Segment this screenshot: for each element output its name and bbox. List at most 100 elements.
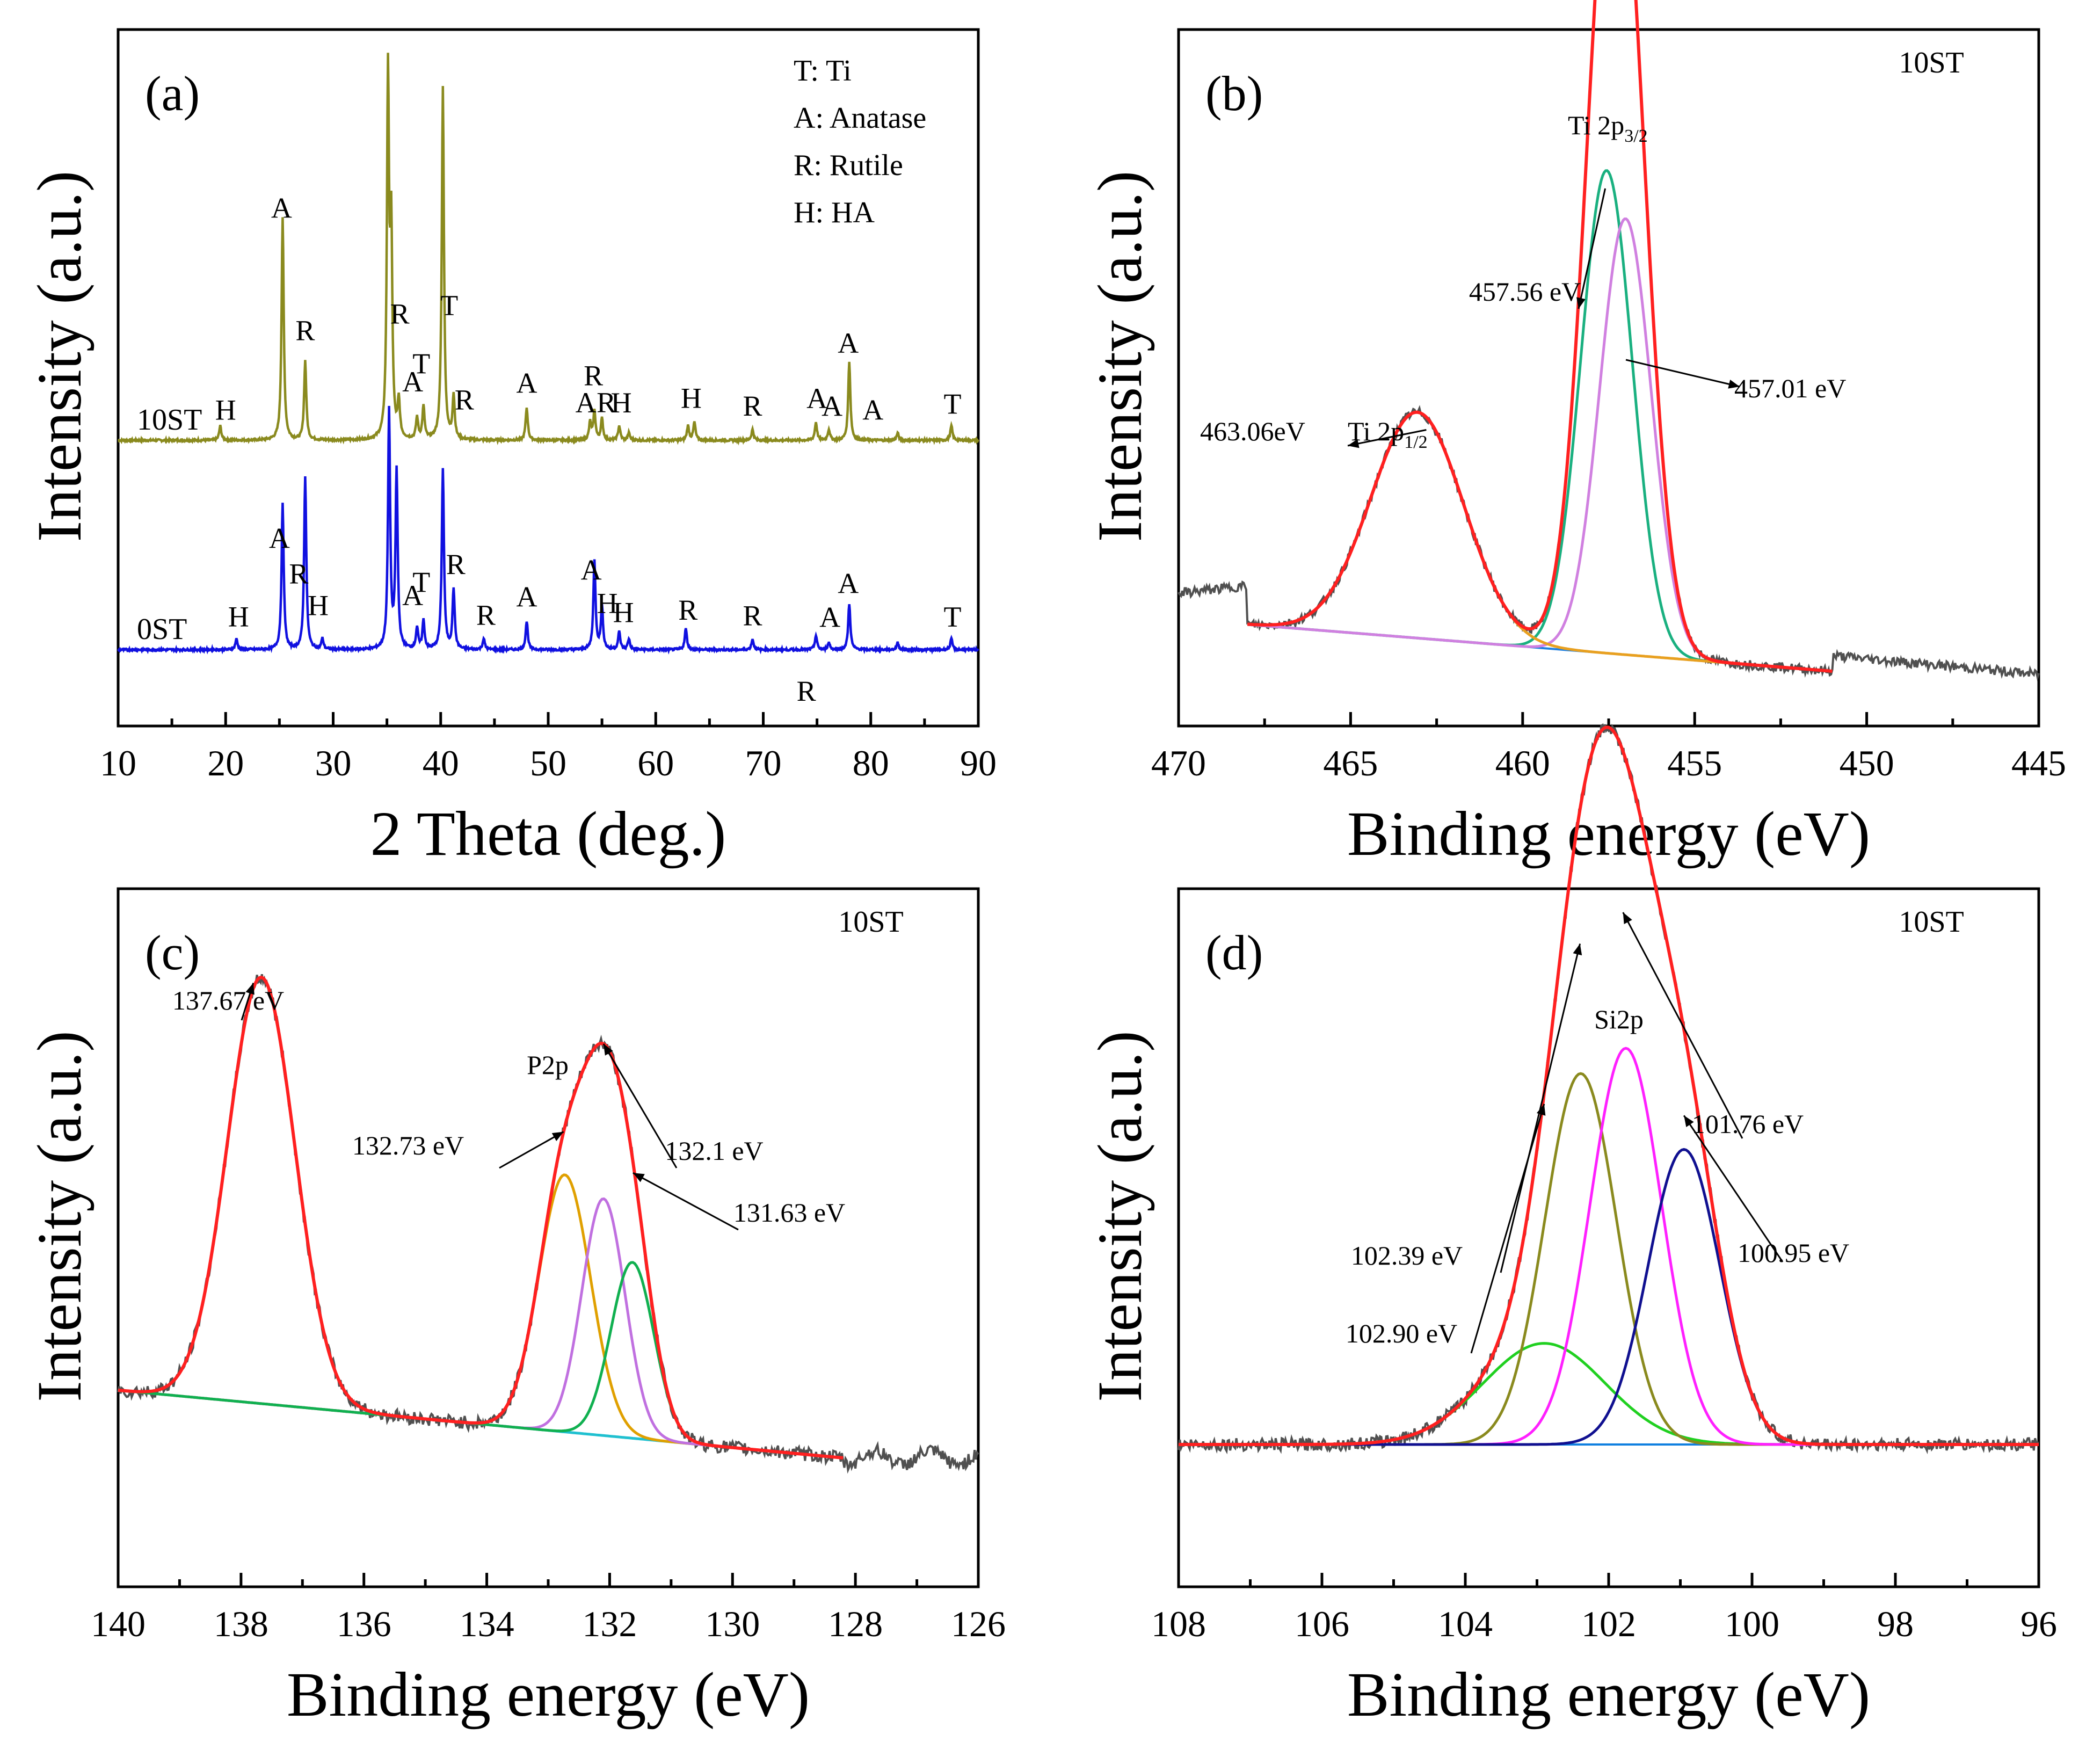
a-series-0ST bbox=[117, 405, 979, 655]
b-x-tick-label: 455 bbox=[1667, 743, 1722, 783]
c-sample-label: 10ST bbox=[838, 905, 903, 939]
a-peak-label: R bbox=[455, 383, 474, 416]
d-x-tick-label: 108 bbox=[1151, 1603, 1206, 1644]
a-x-axis-title: 2 Theta (deg.) bbox=[370, 798, 726, 869]
c-annotation-arrowhead bbox=[245, 983, 255, 995]
c-y-axis-title: Intensity (a.u.) bbox=[24, 1030, 95, 1402]
c-component-2 bbox=[118, 1197, 844, 1460]
d-y-axis-title: Intensity (a.u.) bbox=[1085, 1030, 1155, 1402]
a-x-tick-label: 80 bbox=[853, 743, 889, 783]
b-annotation-arrow bbox=[1347, 429, 1427, 447]
panel-c-p2p: 140 138 136 134 132 130 128 126 Binding energy (… bbox=[24, 887, 1006, 1730]
a-peak-label: H bbox=[681, 382, 702, 414]
a-peak-label: H bbox=[613, 596, 634, 628]
d-annotation-arrowhead bbox=[1684, 1115, 1694, 1127]
a-y-axis-title: Intensity (a.u.) bbox=[24, 171, 95, 542]
a-peak-label: H bbox=[597, 587, 618, 620]
a-peak-label: H bbox=[215, 394, 236, 426]
d-plot-frame bbox=[1177, 887, 2040, 1588]
d-annotation-arrow bbox=[1500, 943, 1581, 1273]
d-annotation-arrow bbox=[1622, 912, 1743, 1139]
a-peak-label: A bbox=[822, 390, 842, 423]
a-legend-entry: A: Anatase bbox=[794, 101, 926, 135]
c-panel-label: (c) bbox=[145, 925, 200, 980]
d-panel-label: (d) bbox=[1205, 925, 1263, 980]
b-peak-label-ti2p32: Ti 2p3/2 bbox=[1568, 110, 1648, 146]
c-annotation-arrowhead bbox=[603, 1043, 613, 1056]
d-core-level-title: Si2p bbox=[1594, 1004, 1644, 1034]
b-peak-annotation: 463.06eV bbox=[1200, 416, 1305, 446]
d-x-tick-label: 102 bbox=[1581, 1603, 1636, 1644]
a-peak-label: T bbox=[412, 566, 430, 598]
a-peak-label: T bbox=[943, 600, 961, 633]
d-peak-annotation: 102.39 eV bbox=[1351, 1240, 1463, 1271]
c-component-3 bbox=[118, 1261, 844, 1460]
a-peak-label: R bbox=[289, 558, 308, 590]
c-x-tick-label: 130 bbox=[705, 1603, 760, 1644]
b-annotation-arrowhead bbox=[1728, 380, 1740, 389]
a-series-label-0ST: 0ST bbox=[137, 613, 187, 646]
a-peak-label: A bbox=[838, 567, 859, 599]
d-peak-annotation: 101.76 eV bbox=[1692, 1109, 1804, 1139]
b-x-tick-label: 460 bbox=[1495, 743, 1550, 783]
c-x-tick-label: 132 bbox=[582, 1603, 637, 1644]
panel-a-xrd: 10 20 30 40 50 60 70 80 90 2 Theta (deg.) Intensit… bbox=[24, 28, 997, 869]
b-x-tick-label: 470 bbox=[1151, 743, 1206, 783]
c-annotation-arrowhead bbox=[551, 1131, 564, 1141]
b-annotation-arrowhead bbox=[1576, 297, 1586, 309]
a-peak-label: H bbox=[611, 387, 632, 419]
panel-b-ti2p: 470 465 460 455 450 445 Binding energy (eV) Int… bbox=[1085, 0, 2066, 869]
b-panel-label: (b) bbox=[1205, 66, 1263, 121]
b-component-0 bbox=[1247, 169, 1833, 673]
a-peak-label: H bbox=[308, 589, 329, 621]
a-x-tick-label: 60 bbox=[637, 743, 674, 783]
a-peak-label: T bbox=[440, 289, 458, 322]
a-panel-label: (a) bbox=[145, 66, 200, 121]
c-x-tick-label: 128 bbox=[828, 1603, 883, 1644]
c-x-tick-label: 126 bbox=[951, 1603, 1006, 1644]
a-series-10ST bbox=[118, 53, 979, 446]
d-x-tick-label: 100 bbox=[1725, 1603, 1779, 1644]
a-peak-label: A bbox=[269, 522, 290, 555]
d-annotation-arrow bbox=[1683, 1115, 1784, 1262]
d-peak-annotation: 102.90 eV bbox=[1346, 1318, 1457, 1348]
d-x-tick-label: 98 bbox=[1877, 1603, 1914, 1644]
b-x-axis: 470 465 460 455 450 445 bbox=[1151, 712, 2066, 783]
a-x-tick-label: 30 bbox=[315, 743, 352, 783]
a-peak-label: R bbox=[584, 360, 603, 392]
c-x-tick-label: 138 bbox=[214, 1603, 268, 1644]
a-legend-entry: T: Ti bbox=[794, 54, 852, 88]
d-component-1 bbox=[1179, 1072, 2039, 1446]
b-x-tick-label: 445 bbox=[2011, 743, 2066, 783]
a-peak-label: A bbox=[271, 192, 292, 224]
a-peak-label: A bbox=[862, 394, 883, 426]
a-peak-label: H bbox=[228, 600, 249, 633]
a-x-tick-label: 40 bbox=[423, 743, 459, 783]
d-annotation-arrowhead bbox=[1623, 912, 1632, 924]
c-fit-envelope bbox=[118, 976, 844, 1460]
d-component-3 bbox=[1179, 1148, 2039, 1446]
d-annotation-arrowhead bbox=[1573, 943, 1582, 956]
a-legend: T: Ti A: Anatase R: Rutile H: HA bbox=[794, 54, 926, 229]
a-peak-label: T bbox=[943, 388, 961, 420]
c-x-tick-label: 140 bbox=[91, 1603, 146, 1644]
d-peak-annotation: 100.95 eV bbox=[1738, 1238, 1849, 1268]
a-peak-label: R bbox=[678, 594, 697, 626]
c-annotation-arrowhead bbox=[633, 1173, 645, 1182]
b-peak-annotation: 457.01 eV bbox=[1734, 373, 1846, 403]
b-fit-envelope bbox=[1247, 0, 1833, 673]
c-peak-annotation: 132.73 eV bbox=[352, 1130, 464, 1160]
c-x-tick-label: 136 bbox=[337, 1603, 391, 1644]
b-peak-label-sub: 1/2 bbox=[1404, 432, 1427, 452]
a-x-axis: 10 20 30 40 50 60 70 80 90 bbox=[100, 712, 997, 783]
b-x-axis-title: Binding energy (eV) bbox=[1347, 798, 1870, 869]
d-x-tick-label: 96 bbox=[2020, 1603, 2057, 1644]
a-peak-label: R bbox=[476, 599, 496, 631]
d-component-0 bbox=[1179, 1342, 2039, 1446]
a-peak-label: R bbox=[295, 314, 315, 346]
c-peak-annotation: 131.63 eV bbox=[733, 1197, 845, 1228]
c-x-tick-label: 134 bbox=[460, 1603, 514, 1644]
a-peak-label: A bbox=[402, 579, 423, 612]
a-peak-label: A bbox=[576, 387, 597, 419]
b-sample-label: 10ST bbox=[1899, 46, 1964, 79]
